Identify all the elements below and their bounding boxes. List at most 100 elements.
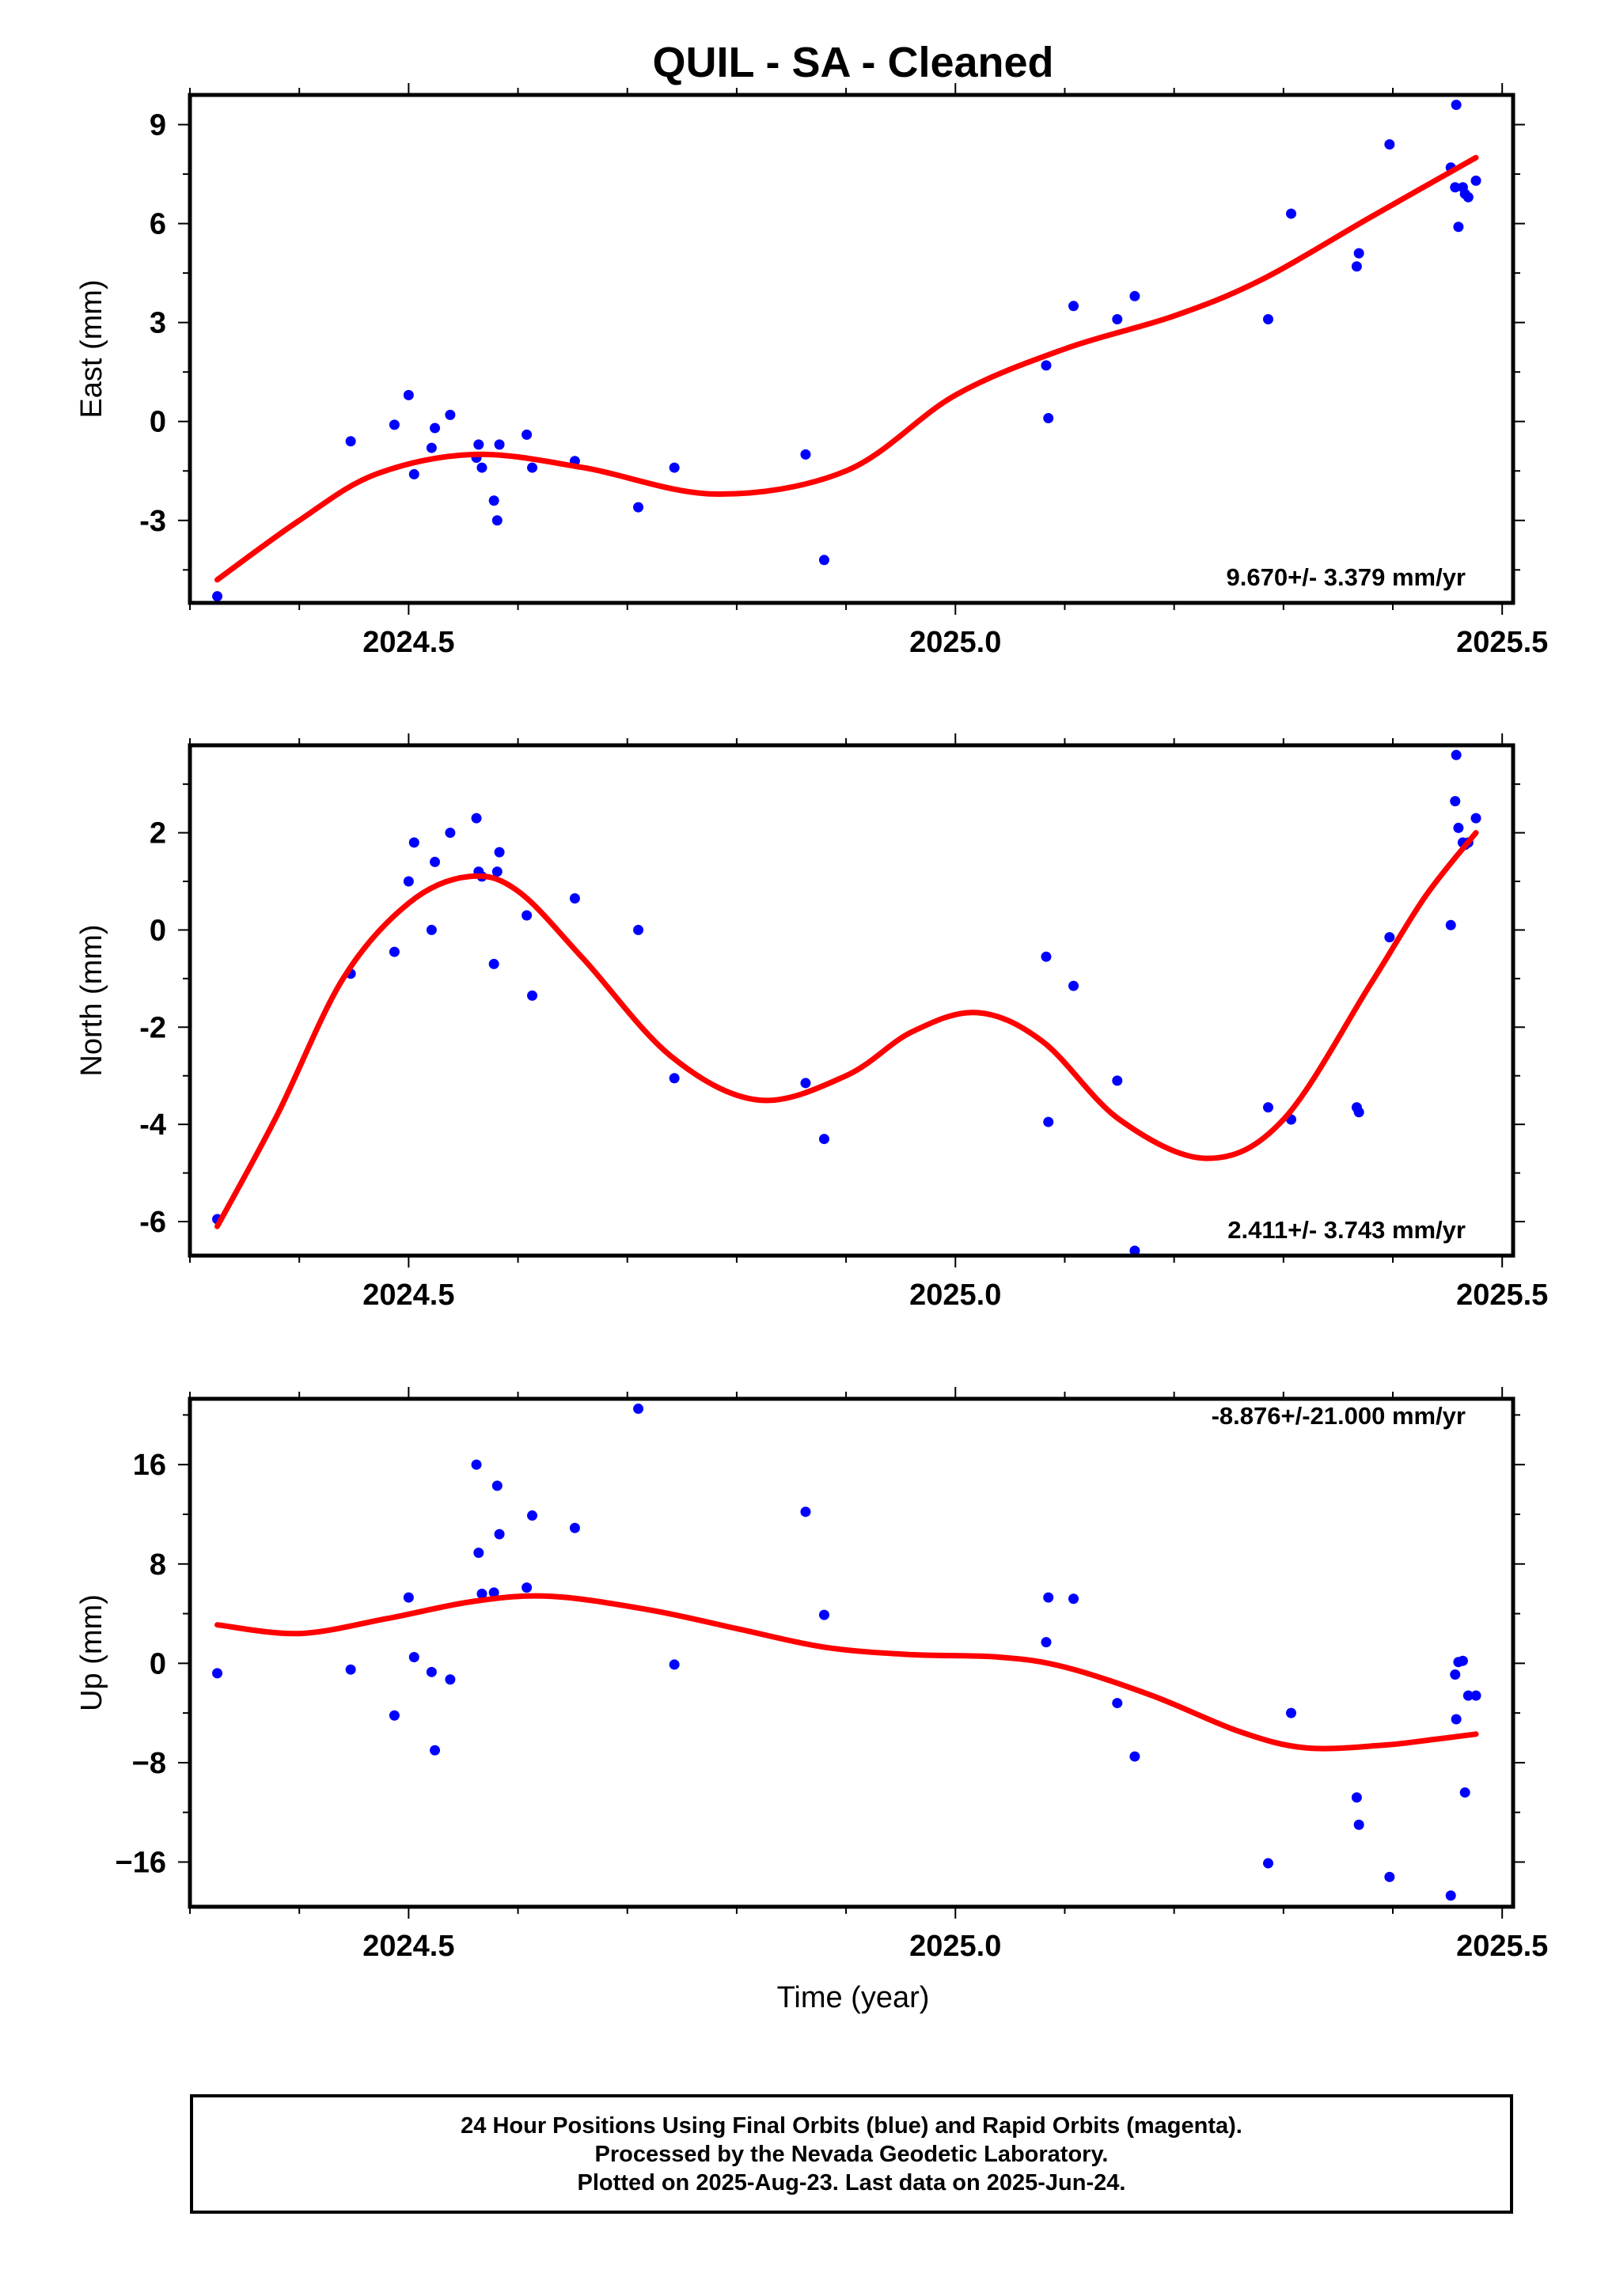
- data-point: [522, 1582, 533, 1593]
- data-point: [1384, 1871, 1395, 1882]
- data-point: [389, 1710, 400, 1721]
- footer-note-box: 24 Hour Positions Using Final Orbits (bl…: [190, 2094, 1513, 2214]
- data-point: [1112, 1698, 1123, 1709]
- data-point: [1068, 301, 1079, 312]
- x-tick-label: 2025.5: [1456, 1930, 1548, 1963]
- data-point: [1450, 796, 1461, 807]
- data-point: [1445, 1890, 1456, 1901]
- data-point: [1353, 1819, 1364, 1830]
- plot-frame: [188, 93, 1515, 605]
- data-point: [1285, 1707, 1296, 1718]
- data-point: [1353, 248, 1364, 259]
- y-tick-label: 0: [150, 914, 166, 947]
- data-point: [408, 837, 419, 848]
- data-point: [1445, 919, 1456, 930]
- data-point: [1129, 1751, 1140, 1762]
- y-tick-label: 6: [150, 208, 166, 241]
- y-tick-label: 3: [150, 307, 166, 340]
- data-point: [818, 555, 829, 566]
- plot-frame: [188, 743, 1515, 1258]
- data-point: [1451, 100, 1462, 111]
- data-point: [669, 1659, 680, 1670]
- data-point: [403, 876, 414, 887]
- data-point: [1462, 1690, 1474, 1701]
- data-point: [818, 1134, 829, 1145]
- data-point: [473, 1548, 484, 1559]
- data-point: [1043, 1592, 1054, 1603]
- data-point: [569, 1522, 580, 1533]
- data-point: [1043, 413, 1054, 424]
- data-point: [1041, 360, 1052, 371]
- data-point: [491, 515, 503, 526]
- data-point: [633, 924, 644, 935]
- data-point: [1470, 175, 1481, 186]
- data-point: [633, 502, 644, 513]
- data-point: [1043, 1116, 1054, 1127]
- data-point: [494, 1529, 505, 1540]
- x-tick-label: 2024.5: [362, 626, 454, 659]
- rate-label: 9.670+/- 3.379 mm/yr: [1227, 563, 1466, 591]
- x-tick-label: 2025.0: [909, 1930, 1001, 1963]
- data-point: [494, 847, 505, 858]
- x-tick-label: 2024.5: [362, 1279, 454, 1312]
- data-point: [345, 1664, 356, 1675]
- data-point: [476, 462, 487, 473]
- data-point: [430, 1745, 441, 1756]
- data-point: [473, 439, 484, 450]
- x-tick-label: 2025.0: [909, 626, 1001, 659]
- data-point: [527, 990, 538, 1001]
- model-fit-curve: [214, 830, 1479, 1229]
- data-point: [1353, 1107, 1364, 1118]
- data-point: [527, 1510, 538, 1521]
- rate-label: -8.876+/-21.000 mm/yr: [1212, 1402, 1466, 1430]
- up-panel: 2024.5 2025.0 2025.5 −16 −8 0 8 16 Up (mm) -8.876…: [75, 1387, 1548, 1963]
- data-point: [491, 1480, 503, 1491]
- y-tick-label: 0: [150, 1647, 166, 1680]
- y-tick-label: 16: [133, 1449, 166, 1482]
- data-point: [1262, 1102, 1273, 1113]
- y-tick-label: 8: [150, 1548, 166, 1582]
- data-point: [488, 495, 499, 506]
- data-point: [1129, 1245, 1140, 1256]
- data-point: [522, 429, 533, 440]
- data-point: [426, 924, 437, 935]
- y-axis-label: North (mm): [75, 924, 108, 1076]
- data-point: [1262, 313, 1273, 324]
- data-point: [1450, 1669, 1461, 1680]
- y-tick-label: -6: [139, 1206, 166, 1239]
- data-point: [403, 1592, 414, 1603]
- data-point: [488, 1587, 499, 1598]
- x-tick-label: 2025.5: [1456, 626, 1548, 659]
- footer-line-3: Plotted on 2025-Aug-23. Last data on 202…: [577, 2169, 1126, 2196]
- data-point: [389, 946, 400, 957]
- y-axis-label: East (mm): [75, 279, 108, 418]
- data-point: [1068, 980, 1079, 991]
- x-tick-label: 2025.0: [909, 1279, 1001, 1312]
- data-point: [476, 1588, 487, 1599]
- data-point: [445, 409, 456, 420]
- data-point: [212, 1668, 223, 1679]
- model-fit-curve: [214, 1593, 1479, 1752]
- data-point: [430, 856, 441, 867]
- data-point: [1068, 1593, 1079, 1605]
- data-point: [426, 1666, 437, 1677]
- plot-frame: [188, 1396, 1515, 1909]
- y-tick-label: −8: [132, 1747, 166, 1780]
- model-fit-curve: [214, 154, 1479, 583]
- data-point: [1112, 1075, 1123, 1086]
- data-point: [408, 468, 419, 479]
- data-point: [1462, 191, 1474, 203]
- footer-line-1: 24 Hour Positions Using Final Orbits (bl…: [461, 2112, 1242, 2139]
- data-point: [445, 1674, 456, 1685]
- data-point: [408, 1651, 419, 1662]
- data-point: [669, 1073, 680, 1084]
- data-point: [345, 436, 356, 447]
- data-point: [633, 1404, 644, 1415]
- x-axis-label: Time (year): [777, 1981, 930, 2014]
- y-tick-label: -2: [139, 1011, 166, 1044]
- y-tick-label: 0: [150, 406, 166, 439]
- data-point: [494, 439, 505, 450]
- y-tick-label: 2: [150, 817, 166, 851]
- data-point: [800, 1506, 811, 1517]
- data-point: [1384, 932, 1395, 943]
